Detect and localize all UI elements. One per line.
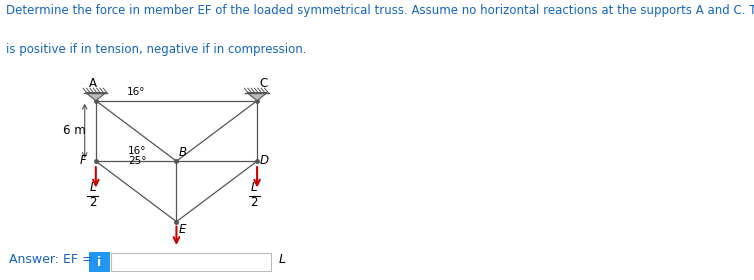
Text: B: B — [179, 146, 187, 159]
Text: L: L — [278, 253, 285, 266]
Text: L: L — [173, 253, 179, 266]
Text: 25°: 25° — [128, 156, 146, 166]
Text: Determine the force in member EF of the loaded symmetrical truss. Assume no hori: Determine the force in member EF of the … — [6, 4, 754, 17]
Polygon shape — [247, 93, 267, 101]
Text: 2: 2 — [250, 197, 258, 209]
Text: 6 m: 6 m — [63, 124, 86, 137]
Text: C: C — [259, 77, 268, 90]
Text: is positive if in tension, negative if in compression.: is positive if in tension, negative if i… — [6, 43, 307, 56]
Text: F: F — [80, 154, 87, 167]
Text: D: D — [259, 154, 268, 167]
Text: A: A — [89, 77, 97, 90]
FancyBboxPatch shape — [111, 253, 271, 271]
Text: 2: 2 — [89, 197, 97, 209]
FancyBboxPatch shape — [89, 252, 110, 272]
Text: 16°: 16° — [128, 146, 146, 156]
Text: E: E — [179, 223, 186, 236]
Text: Answer: EF =: Answer: EF = — [9, 253, 97, 266]
Polygon shape — [86, 93, 106, 101]
Text: i: i — [97, 256, 102, 269]
Text: 16°: 16° — [127, 87, 146, 97]
Text: L: L — [251, 181, 257, 194]
Text: L: L — [90, 181, 96, 194]
